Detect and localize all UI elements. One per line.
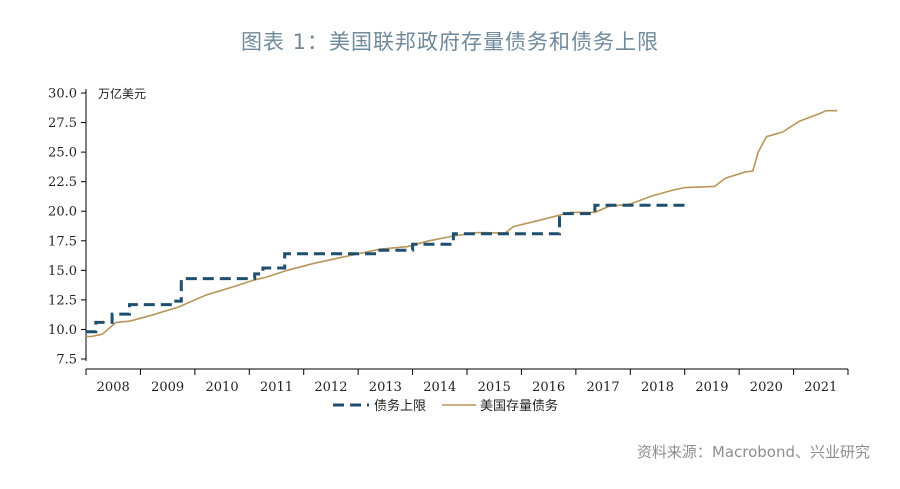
- x-tick-label: 2017: [587, 380, 620, 395]
- y-tick-label: 30.0: [48, 87, 77, 102]
- y-tick-labels: 30.0 27.5 25.0 22.5 20.0 17.5 15.0 12.5 10.0 7.5: [48, 87, 77, 368]
- x-tick-label: 2014: [423, 380, 456, 395]
- y-tick-label: 12.5: [48, 293, 77, 308]
- x-tick-label: 2008: [97, 380, 130, 395]
- y-tick-label: 15.0: [48, 264, 77, 279]
- legend: 债务上限 美国存量债务: [333, 398, 558, 414]
- x-tick-label: 2012: [314, 380, 347, 395]
- y-tick-label: 22.5: [48, 175, 77, 190]
- x-tick-label: 2011: [260, 380, 293, 395]
- x-tick-label: 2015: [478, 380, 511, 395]
- x-tick-label: 2018: [641, 380, 674, 395]
- series-line-federal-debt: [86, 109, 838, 338]
- x-tick-label: 2020: [750, 380, 783, 395]
- y-tick-label: 17.5: [48, 234, 77, 249]
- chart-title: 图表 1：美国联邦政府存量债务和债务上限: [240, 30, 660, 54]
- x-tick-label: 2016: [532, 380, 565, 395]
- source-note: 资料来源：Macrobond、兴业研究: [636, 443, 870, 461]
- plot-area: [86, 109, 838, 338]
- legend-label-debt-limit: 债务上限: [374, 398, 426, 414]
- x-tick-label: 2010: [206, 380, 239, 395]
- y-tick-label: 7.5: [56, 353, 77, 368]
- legend-label-federal-debt: 美国存量债务: [480, 398, 558, 414]
- series-line-debt-limit: [86, 203, 691, 334]
- y-tick-label: 20.0: [48, 205, 77, 220]
- x-tick-label: 2013: [369, 380, 402, 395]
- x-tick-label: 2021: [804, 380, 837, 395]
- x-tick-label: 2019: [695, 380, 728, 395]
- x-tick-labels: 2008 2009 2010 2011 2012 2013 2014 2015 2016 2017…: [97, 380, 838, 395]
- y-tick-label: 10.0: [48, 323, 77, 338]
- x-tick-label: 2009: [151, 380, 184, 395]
- y-axis-unit-label: 万亿美元: [98, 86, 146, 101]
- y-tick-label: 25.0: [48, 146, 77, 161]
- axes: [81, 89, 849, 375]
- y-tick-label: 27.5: [48, 116, 77, 131]
